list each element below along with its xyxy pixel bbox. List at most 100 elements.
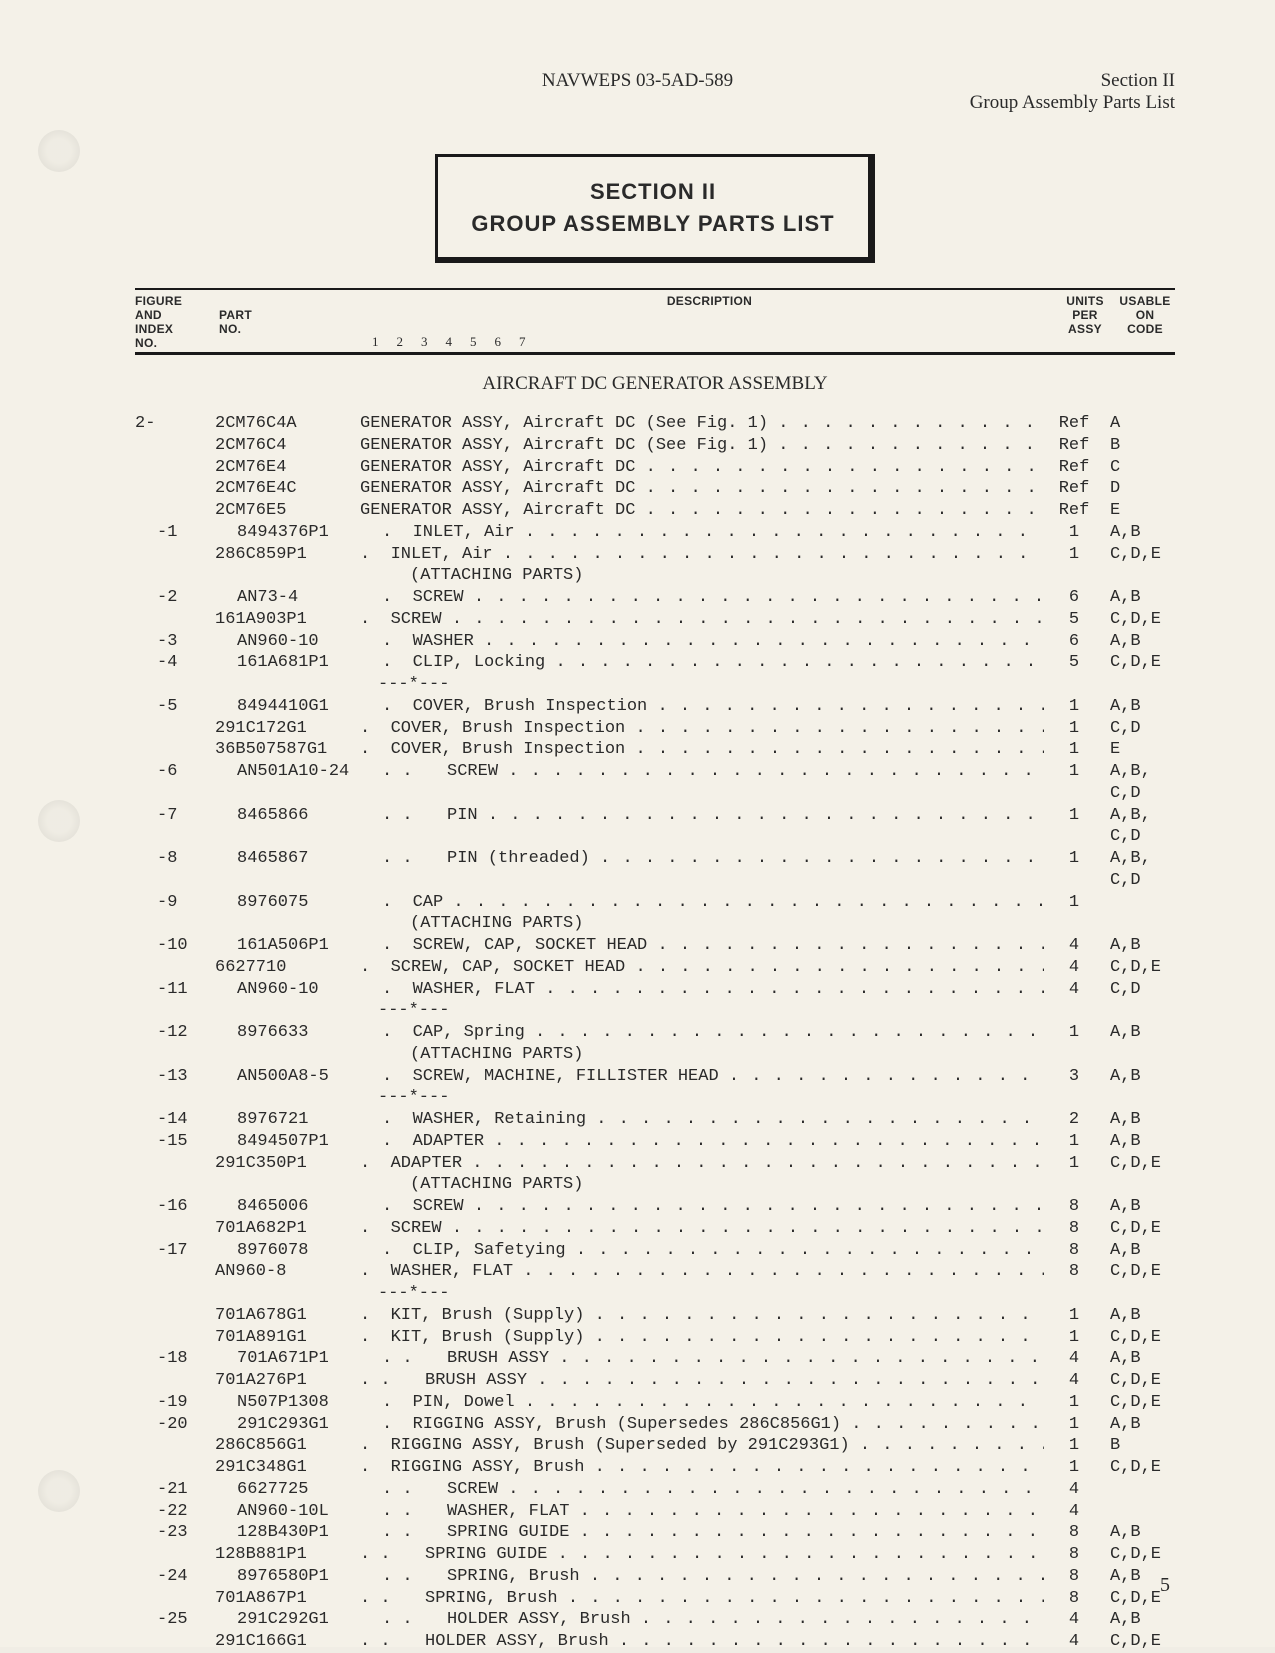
page-number: 5 <box>1160 1574 1170 1597</box>
cell-code: A,B <box>1104 696 1175 718</box>
cell-code: A,B, <box>1104 805 1175 827</box>
cell-description: . RIGGING ASSY, Brush (Superseded by 291… <box>360 1435 1044 1457</box>
cell-units: 1 <box>1044 718 1104 740</box>
cell-units: 1 <box>1044 892 1104 914</box>
cell-units: 1 <box>1044 1022 1104 1044</box>
cell-units: 1 <box>1044 1457 1104 1479</box>
table-row: ---*--- <box>135 1000 1175 1022</box>
cell-units <box>1044 1087 1104 1109</box>
cell-description: (ATTACHING PARTS) <box>360 565 1044 587</box>
table-row: 291C166G1. . HOLDER ASSY, Brush 4C,D,E <box>135 1631 1175 1653</box>
cell-units: 2 <box>1044 1109 1104 1131</box>
cell-units: 1 <box>1044 544 1104 566</box>
cell-description: . COVER, Brush Inspection <box>382 696 1044 718</box>
section-label: Section II <box>970 70 1175 92</box>
cell-units: Ref <box>1044 478 1104 500</box>
table-row: 701A867P1. . SPRING, Brush 8C,D,E <box>135 1588 1175 1610</box>
cell-fig <box>135 870 215 892</box>
cell-description: . . SPRING GUIDE <box>382 1522 1044 1544</box>
table-row: AN960-8. WASHER, FLAT 8C,D,E <box>135 1261 1175 1283</box>
cell-fig: -18 <box>135 1348 237 1370</box>
cell-units: 1 <box>1044 1305 1104 1327</box>
cell-units: 8 <box>1044 1588 1104 1610</box>
cell-fig <box>135 739 215 761</box>
cell-fig <box>135 1305 215 1327</box>
cell-code <box>1104 1479 1175 1501</box>
col-figure: FIGUREANDINDEXNO. <box>135 294 215 350</box>
cell-code: A,B <box>1104 1196 1175 1218</box>
cell-fig <box>135 1435 215 1457</box>
table-row: -216627725. . SCREW 4 <box>135 1479 1175 1501</box>
cell-fig <box>135 544 215 566</box>
cell-description: GENERATOR ASSY, Aircraft DC <box>360 478 1044 500</box>
cell-description <box>360 826 1044 848</box>
table-row: ---*--- <box>135 674 1175 696</box>
cell-description: . SCREW, CAP, SOCKET HEAD <box>382 935 1044 957</box>
table-row: 6627710. SCREW, CAP, SOCKET HEAD 4C,D,E <box>135 957 1175 979</box>
cell-description: . COVER, Brush Inspection <box>360 718 1044 740</box>
cell-part <box>215 913 360 935</box>
cell-fig: -4 <box>135 652 237 674</box>
cell-units: 4 <box>1044 957 1104 979</box>
table-row: ---*--- <box>135 1087 1175 1109</box>
table-row: -248976580P1. . SPRING, Brush 8A,B <box>135 1566 1175 1588</box>
table-row: -25291C292G1. . HOLDER ASSY, Brush 4A,B <box>135 1609 1175 1631</box>
cell-code: C,D,E <box>1104 957 1175 979</box>
cell-fig <box>135 1000 215 1022</box>
cell-units: Ref <box>1044 457 1104 479</box>
table-row: -158494507P1. ADAPTER 1A,B <box>135 1131 1175 1153</box>
cell-part: 701A678G1 <box>215 1305 360 1327</box>
cell-units: 1 <box>1044 739 1104 761</box>
cell-part <box>215 783 360 805</box>
cell-units: 1 <box>1044 761 1104 783</box>
cell-part: 8976721 <box>237 1109 382 1131</box>
cell-units: 1 <box>1044 696 1104 718</box>
table-row: C,D <box>135 826 1175 848</box>
cell-units <box>1044 1044 1104 1066</box>
cell-part <box>215 870 360 892</box>
cell-fig: -13 <box>135 1066 237 1088</box>
cell-units: Ref <box>1044 413 1104 435</box>
cell-fig: -23 <box>135 1522 237 1544</box>
cell-code: A,B <box>1104 1131 1175 1153</box>
table-row: C,D <box>135 870 1175 892</box>
cell-part <box>215 1044 360 1066</box>
cell-description: . WASHER <box>382 631 1044 653</box>
cell-fig <box>135 609 215 631</box>
cell-part: 6627725 <box>237 1479 382 1501</box>
cell-part: 36B507587G1 <box>215 739 360 761</box>
cell-code: C <box>1104 457 1175 479</box>
cell-code <box>1104 892 1175 914</box>
section-title-2: GROUP ASSEMBLY PARTS LIST <box>448 211 858 237</box>
table-row: -18494376P1. INLET, Air 1A,B <box>135 522 1175 544</box>
cell-units: 4 <box>1044 1479 1104 1501</box>
cell-part: N507P1308 <box>237 1392 382 1414</box>
cell-fig: -5 <box>135 696 237 718</box>
cell-units: 1 <box>1044 1414 1104 1436</box>
cell-part: 8494507P1 <box>237 1131 382 1153</box>
cell-part: 8976633 <box>237 1022 382 1044</box>
cell-code: A,B <box>1104 1109 1175 1131</box>
table-row: 2-2CM76C4AGENERATOR ASSY, Aircraft DC (S… <box>135 413 1175 435</box>
cell-units: 1 <box>1044 805 1104 827</box>
table-row: -3AN960-10. WASHER 6A,B <box>135 631 1175 653</box>
cell-code: A,B, <box>1104 761 1175 783</box>
cell-part: 286C859P1 <box>215 544 360 566</box>
cell-fig <box>135 957 215 979</box>
cell-description: . WASHER, FLAT <box>382 979 1044 1001</box>
cell-units <box>1044 674 1104 696</box>
cell-fig: -21 <box>135 1479 237 1501</box>
cell-description: . SCREW <box>382 587 1044 609</box>
cell-units <box>1044 783 1104 805</box>
cell-units: 4 <box>1044 1609 1104 1631</box>
cell-units: 1 <box>1044 1392 1104 1414</box>
cell-fig <box>135 1370 215 1392</box>
cell-units: 4 <box>1044 1501 1104 1523</box>
table-row: -23128B430P1. . SPRING GUIDE 8A,B <box>135 1522 1175 1544</box>
cell-description: . . SPRING GUIDE <box>360 1544 1044 1566</box>
cell-units: 1 <box>1044 1131 1104 1153</box>
cell-fig <box>135 1087 215 1109</box>
cell-part: AN500A8-5 <box>237 1066 382 1088</box>
cell-part: 2CM76C4 <box>215 435 360 457</box>
table-row: -88465867. . PIN (threaded) 1A,B, <box>135 848 1175 870</box>
